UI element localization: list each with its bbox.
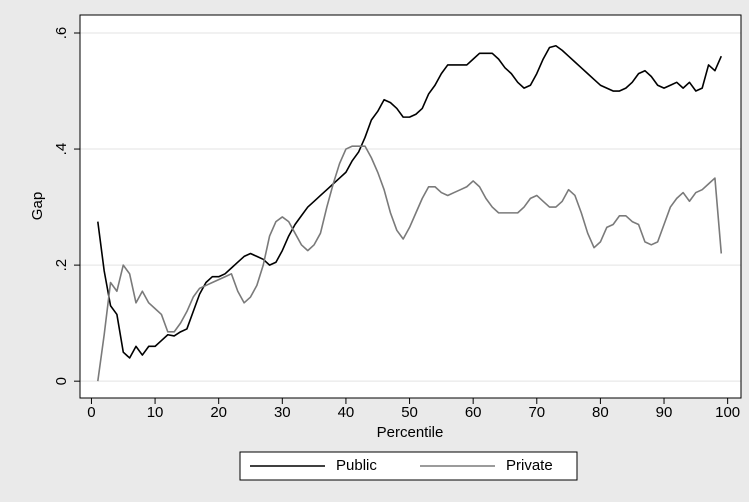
x-tick-label: 0 bbox=[87, 404, 95, 421]
y-tick-label: .2 bbox=[53, 259, 70, 272]
y-tick-label: .4 bbox=[53, 143, 70, 156]
y-axis-title: Gap bbox=[29, 192, 46, 220]
line-series bbox=[97, 145, 723, 382]
x-tick-label: 40 bbox=[338, 404, 355, 421]
x-tick-label: 80 bbox=[592, 404, 609, 421]
x-axis-title: Percentile bbox=[377, 424, 444, 441]
y-tick-label: 0 bbox=[53, 377, 70, 385]
legend-label: Private bbox=[506, 457, 553, 474]
marks bbox=[97, 44, 723, 382]
x-tick-label: 60 bbox=[465, 404, 482, 421]
x-tick-label: 70 bbox=[528, 404, 545, 421]
line-series bbox=[97, 44, 723, 359]
x-tick-label: 10 bbox=[147, 404, 164, 421]
plot-area bbox=[80, 15, 741, 398]
x-tick-label: 30 bbox=[274, 404, 291, 421]
legend-label: Public bbox=[336, 457, 377, 474]
legend-items: Public Private bbox=[250, 457, 553, 474]
x-tick-label: 20 bbox=[210, 404, 227, 421]
grid bbox=[80, 32, 741, 382]
x-tick-label: 90 bbox=[656, 404, 673, 421]
plot-border bbox=[79, 14, 742, 399]
y-tick-label: .6 bbox=[53, 27, 70, 40]
x-tick-label: 100 bbox=[715, 404, 740, 421]
x-tick-label: 50 bbox=[401, 404, 418, 421]
